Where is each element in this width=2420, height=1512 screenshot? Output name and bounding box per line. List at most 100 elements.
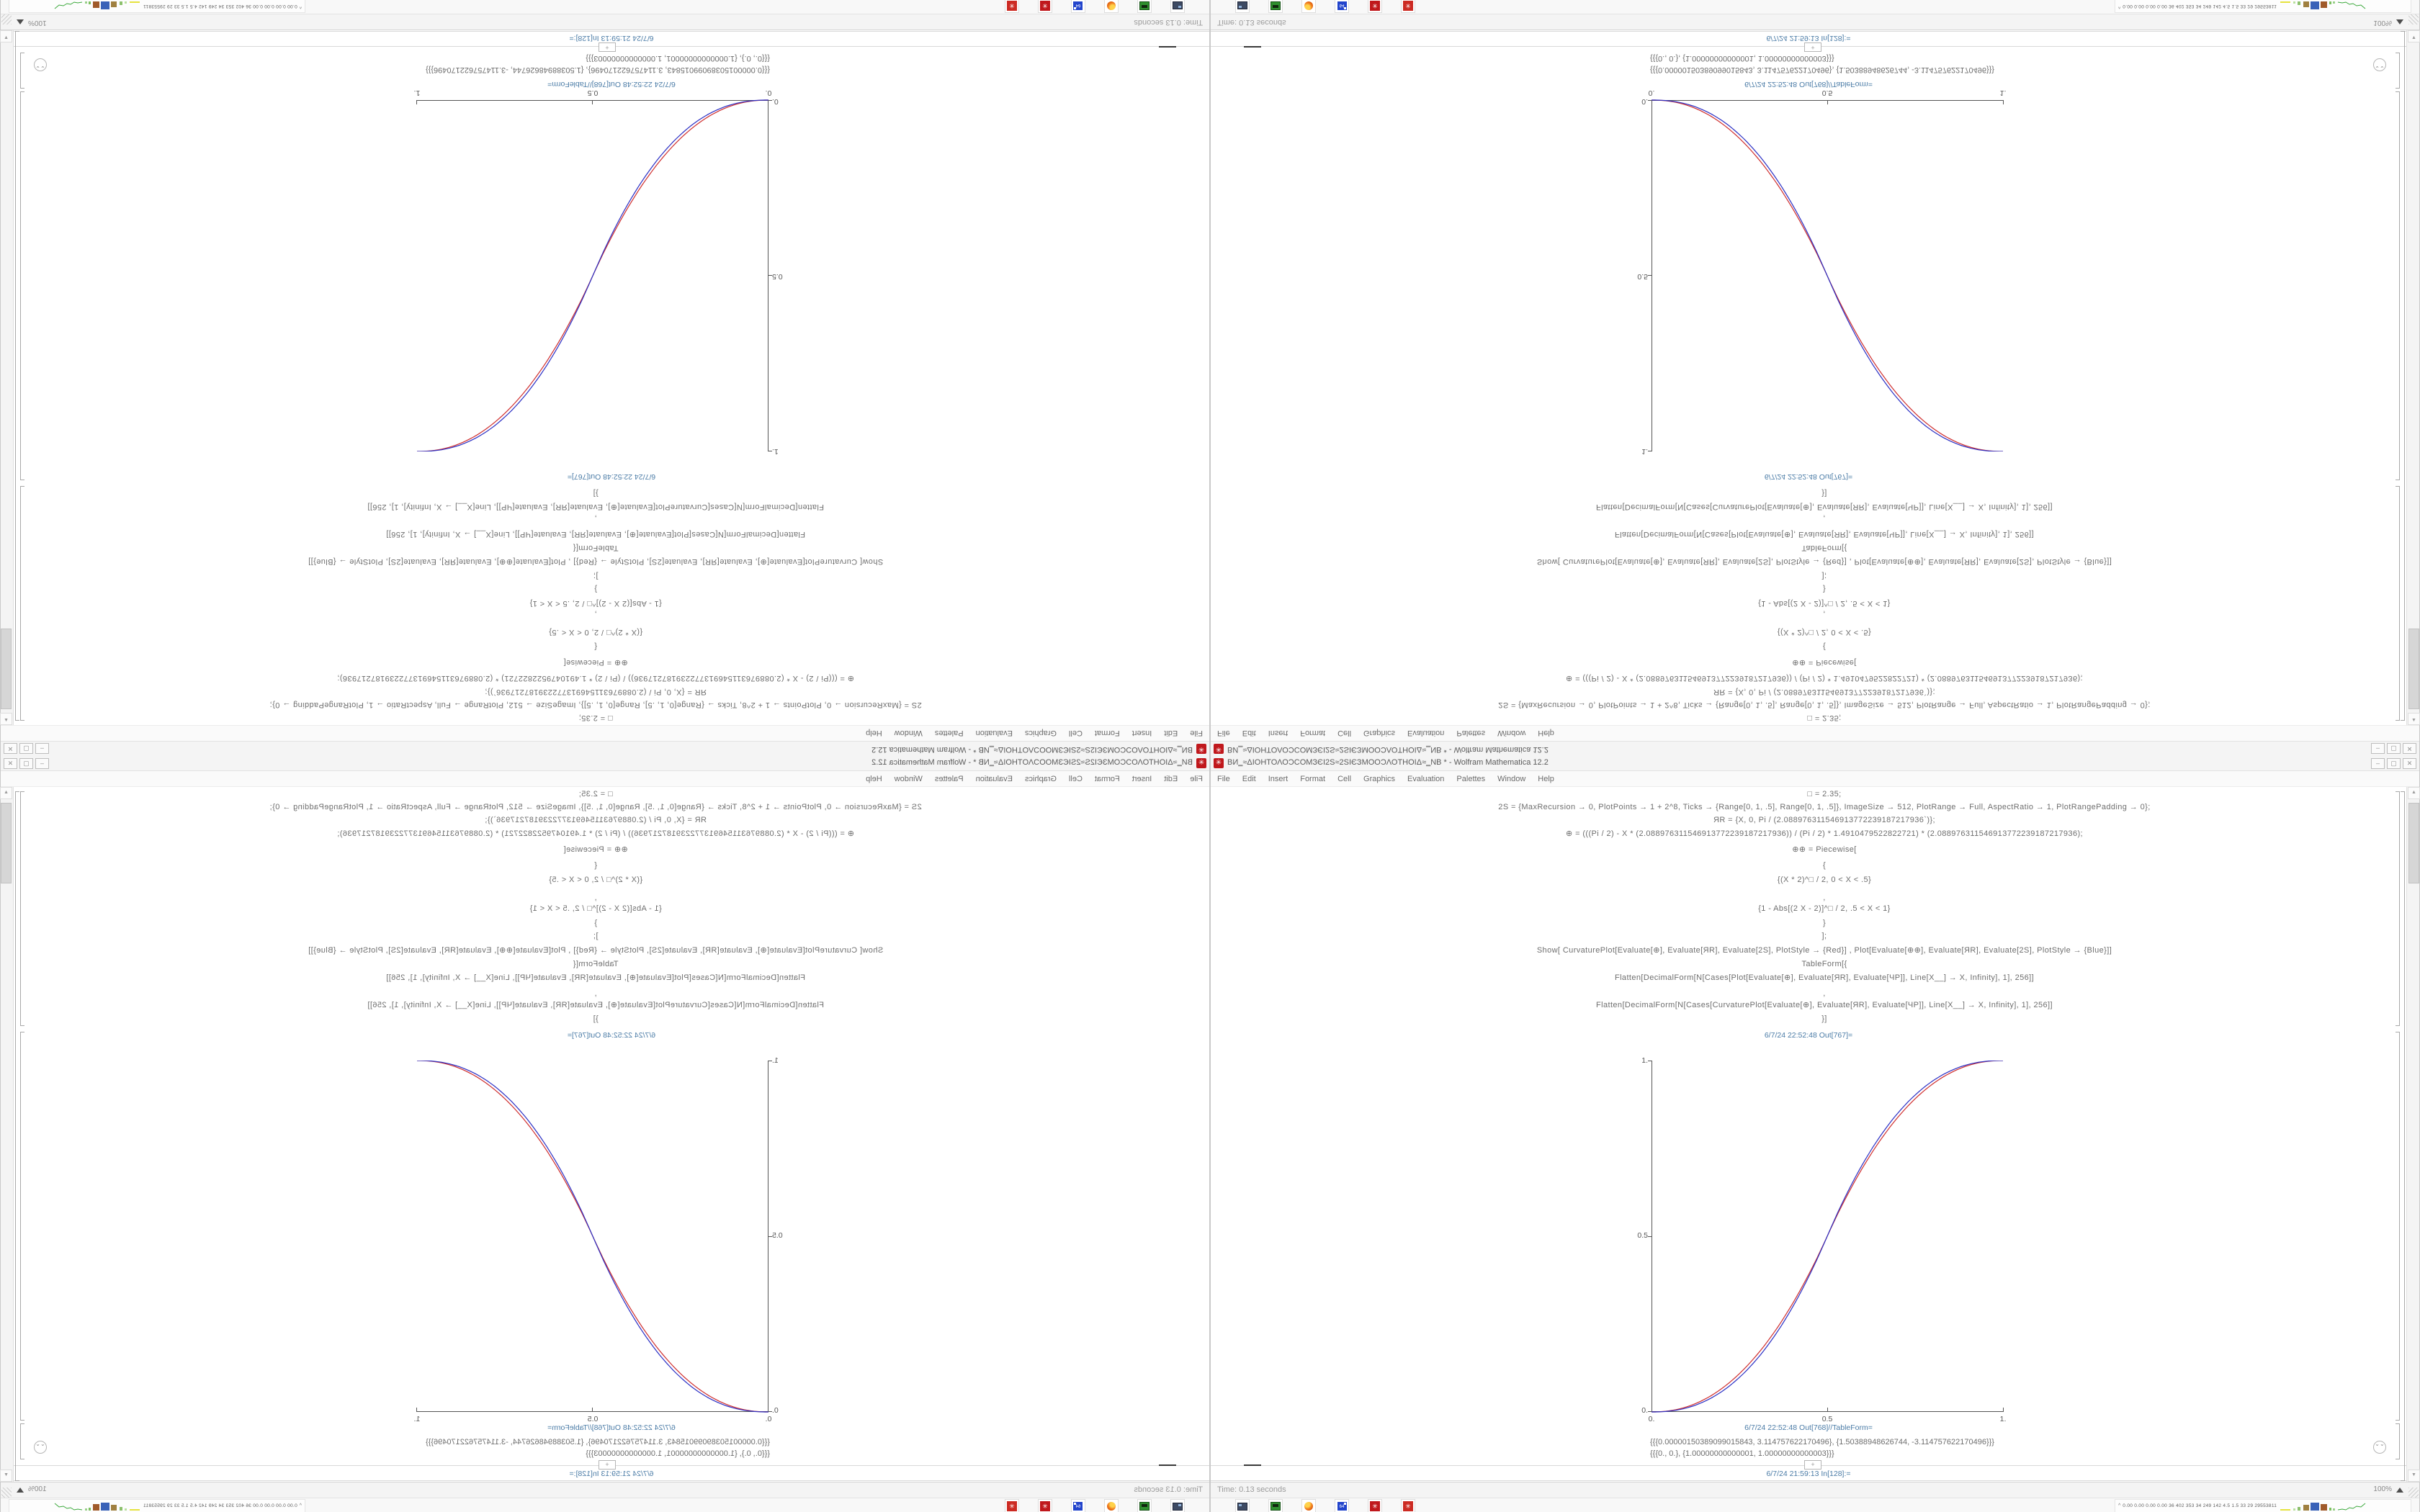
- scroll-up-button[interactable]: ▲: [0, 787, 12, 799]
- taskbar-icon-system-monitor[interactable]: [1235, 1499, 1250, 1512]
- plot-cell-bracket[interactable]: [2396, 91, 2400, 480]
- horizontal-scroll-thumb[interactable]: [1244, 46, 1261, 48]
- cell-group-bracket-outer[interactable]: [15, 31, 19, 721]
- scroll-down-button[interactable]: ▼: [2408, 30, 2420, 42]
- code-line[interactable]: {: [1822, 642, 1827, 651]
- tableform-cell-bracket[interactable]: [2396, 53, 2400, 89]
- menu-palettes[interactable]: Palettes: [1456, 774, 1486, 783]
- close-button[interactable]: ✕: [2403, 758, 2416, 769]
- code-line[interactable]: {(X * 2)^□ / 2, 0 < X < .5}: [1777, 628, 1872, 636]
- code-line[interactable]: Show[ CurvaturePlot[Evaluate[⊕], Evaluat…: [308, 946, 884, 955]
- vertical-scrollbar[interactable]: ▲ ▼: [0, 30, 14, 725]
- menu-palettes[interactable]: Palettes: [934, 774, 964, 783]
- minimize-button[interactable]: –: [2371, 743, 2385, 754]
- code-line[interactable]: }: [593, 919, 598, 927]
- menu-help[interactable]: Help: [866, 774, 882, 783]
- cell-group-bracket-outer[interactable]: [15, 791, 19, 1481]
- code-line[interactable]: ⊕⊕ = Piecewise[: [1792, 845, 1857, 854]
- menu-graphics[interactable]: Graphics: [1363, 729, 1396, 738]
- taskbar-icon-system-monitor[interactable]: [1170, 1499, 1185, 1512]
- code-line[interactable]: ,: [594, 610, 597, 618]
- cell-group-toggle[interactable]: ⌄⌄: [34, 58, 47, 71]
- code-line[interactable]: {1 - Abs[(2 X - 2)]^□ / 2, .5 < X < 1}: [529, 904, 662, 913]
- menu-format[interactable]: Format: [1300, 774, 1326, 783]
- menu-window[interactable]: Window: [1497, 774, 1526, 783]
- resize-grip-icon[interactable]: [2408, 1488, 2419, 1498]
- code-line[interactable]: ,: [594, 894, 597, 902]
- zoom-level[interactable]: 100%: [28, 19, 47, 27]
- menu-file[interactable]: File: [1217, 774, 1230, 783]
- vertical-scrollbar[interactable]: ▲ ▼: [2406, 30, 2420, 725]
- zoom-level[interactable]: 100%: [2373, 19, 2392, 27]
- menu-format[interactable]: Format: [1094, 774, 1120, 783]
- code-line[interactable]: {1 - Abs[(2 X - 2)]^□ / 2, .5 < X < 1}: [1758, 904, 1891, 913]
- tray-expand-icon[interactable]: ^: [299, 4, 302, 9]
- menu-insert[interactable]: Insert: [1131, 729, 1152, 738]
- window-titlebar[interactable]: ✳ ВИ‗≈ΔΙΟΗΤΟΛΟϽCOMЗЄІ2S≈2SІЄЗMOΟϽΛΟΤΗΟІΔ…: [1, 741, 1209, 756]
- menu-edit[interactable]: Edit: [1242, 729, 1256, 738]
- menu-help[interactable]: Help: [866, 729, 882, 738]
- code-line[interactable]: ⊕⊕ = Piecewise[: [563, 658, 628, 667]
- code-line[interactable]: {(X * 2)^□ / 2, 0 < X < .5}: [548, 628, 643, 636]
- code-line[interactable]: Flatten[DecimalForm[N[Cases[Plot[Evaluat…: [385, 973, 806, 982]
- tray-expand-icon[interactable]: ^: [2118, 1503, 2121, 1508]
- menu-graphics[interactable]: Graphics: [1024, 774, 1057, 783]
- window-titlebar[interactable]: ✳ ВИ‗≈ΔΙΟΗΤΟΛΟϽCOMЗЄІ2S≈2SІЄЗMOΟϽΛΟΤΗΟІΔ…: [1211, 741, 2419, 756]
- menu-cell[interactable]: Cell: [1068, 774, 1083, 783]
- taskbar-icon-mathematica-a[interactable]: ✳: [1368, 1499, 1382, 1512]
- code-line[interactable]: 2S = {MaxRecursion → 0, PlotPoints → 1 +…: [1498, 701, 2151, 709]
- code-line[interactable]: ,: [1823, 610, 1826, 618]
- menu-window[interactable]: Window: [1497, 729, 1526, 738]
- scroll-down-button[interactable]: ▼: [0, 30, 12, 42]
- zoom-level[interactable]: 100%: [28, 1485, 47, 1493]
- code-line[interactable]: }]: [1821, 1014, 1827, 1023]
- menu-palettes[interactable]: Palettes: [934, 729, 964, 738]
- taskbar-icon-mathematica-b[interactable]: ✳: [1005, 1499, 1019, 1512]
- input-cell-bracket[interactable]: [2396, 791, 2400, 1026]
- maximize-button[interactable]: ▢: [2387, 758, 2401, 769]
- resize-grip-icon[interactable]: [1, 1488, 12, 1498]
- code-line[interactable]: }]: [593, 1014, 599, 1023]
- maximize-button[interactable]: ▢: [2387, 743, 2401, 754]
- menu-cell[interactable]: Cell: [1337, 729, 1352, 738]
- cell-group-bracket-outer[interactable]: [2401, 791, 2405, 1481]
- cell-insertion-line[interactable]: [1211, 1480, 2406, 1481]
- taskbar-icon-terminal[interactable]: [1137, 0, 1152, 13]
- menu-file[interactable]: File: [1190, 774, 1203, 783]
- minimize-button[interactable]: –: [35, 758, 49, 769]
- taskbar-icon-mathematica-b[interactable]: ✳: [1401, 1499, 1415, 1512]
- code-line[interactable]: Flatten[DecimalForm[N[Cases[CurvaturePlo…: [367, 503, 824, 511]
- input-cell-bracket[interactable]: [20, 486, 24, 721]
- taskbar-icon-firefox[interactable]: [1104, 1499, 1119, 1512]
- code-line[interactable]: ЯR = {X, 0, Pi / (2.08897631154691377223…: [485, 816, 707, 824]
- code-line[interactable]: {1 - Abs[(2 X - 2)]^□ / 2, .5 < X < 1}: [529, 599, 662, 608]
- menu-evaluation[interactable]: Evaluation: [975, 774, 1013, 783]
- cell-group-toggle[interactable]: ⌄⌄: [34, 1441, 47, 1454]
- menu-evaluation[interactable]: Evaluation: [1407, 774, 1445, 783]
- code-line[interactable]: ,: [594, 989, 597, 998]
- scroll-up-button[interactable]: ▲: [0, 713, 12, 725]
- system-tray[interactable]: ^ 0.00 0.00 0.00 0.00 36 402 353 34 249 …: [9, 0, 305, 13]
- menu-help[interactable]: Help: [1538, 729, 1554, 738]
- code-line[interactable]: ,: [594, 514, 597, 523]
- scroll-up-button[interactable]: ▲: [2408, 713, 2420, 725]
- taskbar-icon-mathematica-a[interactable]: ✳: [1368, 0, 1382, 13]
- zoom-menu-icon[interactable]: [2396, 1488, 2403, 1493]
- code-line[interactable]: Show[ CurvaturePlot[Evaluate[⊕], Evaluat…: [1536, 946, 2112, 955]
- code-line[interactable]: ,: [1823, 514, 1826, 523]
- maximize-button[interactable]: ▢: [19, 758, 33, 769]
- code-line[interactable]: ,: [1823, 989, 1826, 998]
- insert-cell-button[interactable]: +: [1804, 42, 1821, 52]
- tableform-cell-bracket[interactable]: [2396, 1423, 2400, 1459]
- taskbar-icon-floppy[interactable]: 64: [1335, 0, 1349, 13]
- taskbar-icon-mathematica-a[interactable]: ✳: [1038, 0, 1052, 13]
- cell-insertion-line[interactable]: [14, 1480, 1209, 1481]
- menu-format[interactable]: Format: [1094, 729, 1120, 738]
- code-line[interactable]: Flatten[DecimalForm[N[Cases[CurvaturePlo…: [367, 1001, 824, 1009]
- code-line[interactable]: □ = 2.35;: [1807, 790, 1842, 798]
- tray-expand-icon[interactable]: ^: [2118, 4, 2121, 9]
- code-line[interactable]: TableForm[{: [1801, 960, 1847, 968]
- code-line[interactable]: ⊕ = (((Pi / 2) - X * (2.0889763115469137…: [1566, 829, 2083, 838]
- system-tray[interactable]: ^ 0.00 0.00 0.00 0.00 36 402 353 34 249 …: [2115, 0, 2411, 13]
- notebook-canvas[interactable]: □ = 2.35; 2S = {MaxRecursion → 0, PlotPo…: [1211, 787, 2406, 1482]
